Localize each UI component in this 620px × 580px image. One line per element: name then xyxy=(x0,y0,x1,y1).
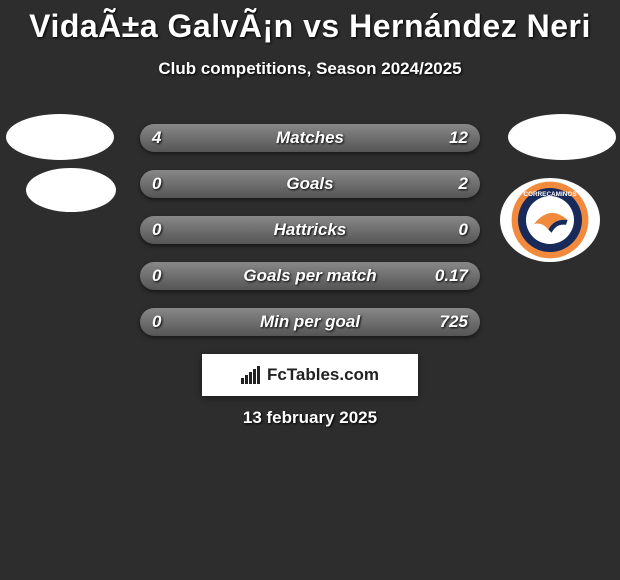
bar-gpm-right: 0.17 xyxy=(435,262,468,290)
player-shape-left-2 xyxy=(26,168,116,212)
bar-mpg: 0 Min per goal 725 xyxy=(140,308,480,336)
stat-bars: 4 Matches 12 0 Goals 2 0 Hattricks 0 0 G… xyxy=(140,124,480,354)
date-text: 13 february 2025 xyxy=(0,408,620,428)
brand-text: FcTables.com xyxy=(267,365,379,385)
bar-gpm-label: Goals per match xyxy=(140,262,480,290)
player-shape-right xyxy=(508,114,616,160)
player-shape-left xyxy=(6,114,114,160)
bar-gpm: 0 Goals per match 0.17 xyxy=(140,262,480,290)
bar-goals-label: Goals xyxy=(140,170,480,198)
bar-matches: 4 Matches 12 xyxy=(140,124,480,152)
bar-hattricks-label: Hattricks xyxy=(140,216,480,244)
page-title: VidaÃ±a GalvÃ¡n vs Hernández Neri xyxy=(0,0,620,45)
bar-hattricks: 0 Hattricks 0 xyxy=(140,216,480,244)
bar-hattricks-right: 0 xyxy=(459,216,468,244)
brand-badge: FcTables.com xyxy=(202,354,418,396)
subtitle: Club competitions, Season 2024/2025 xyxy=(0,59,620,79)
svg-text:CORRECAMINOS: CORRECAMINOS xyxy=(523,191,577,198)
bar-mpg-right: 725 xyxy=(440,308,468,336)
bar-goals: 0 Goals 2 xyxy=(140,170,480,198)
club-logo: CORRECAMINOS xyxy=(500,178,600,262)
brand-chart-icon xyxy=(241,366,261,384)
club-logo-svg: CORRECAMINOS xyxy=(505,180,595,260)
bar-matches-label: Matches xyxy=(140,124,480,152)
bar-matches-right: 12 xyxy=(449,124,468,152)
bar-goals-right: 2 xyxy=(459,170,468,198)
bar-mpg-label: Min per goal xyxy=(140,308,480,336)
